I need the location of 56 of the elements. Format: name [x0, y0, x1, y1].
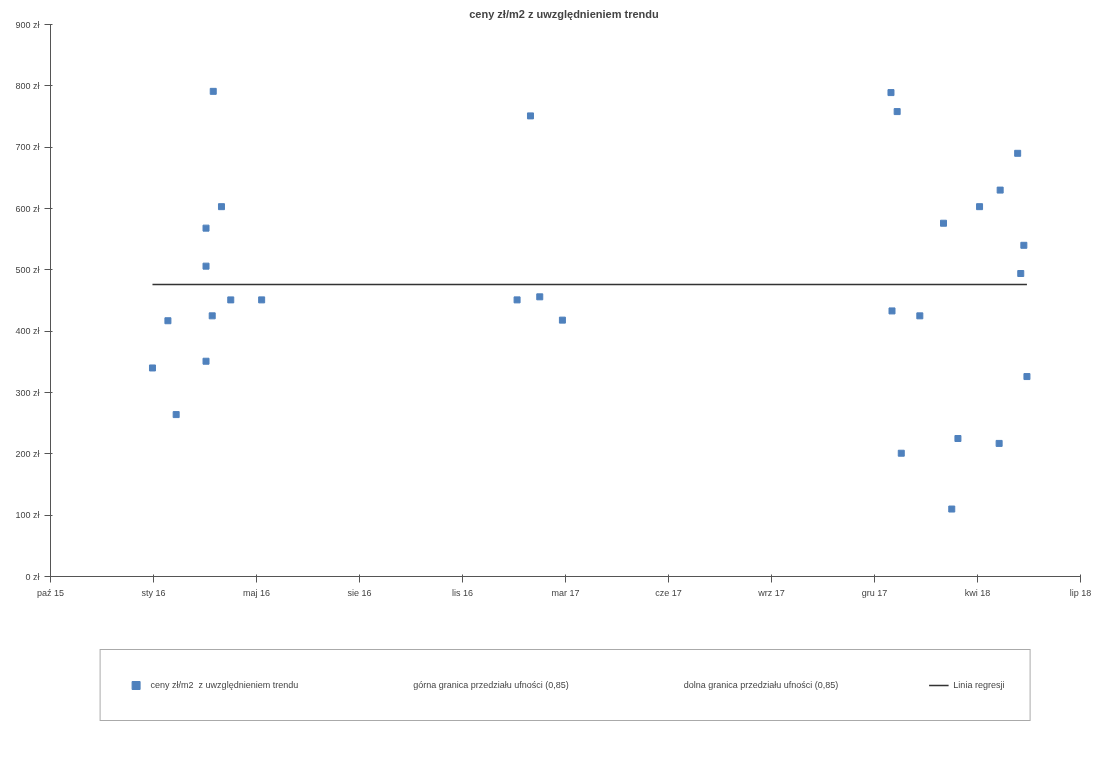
point — [202, 262, 210, 270]
point — [558, 316, 566, 324]
text: dolna granica przedziału ufności (0,85) — [683, 680, 839, 690]
y-tick-label: 300 zł — [15, 387, 40, 398]
legend-label: Linia regresji — [953, 680, 1005, 690]
point — [202, 224, 210, 232]
y-tick-label: 800 zł — [15, 80, 40, 91]
point — [208, 312, 216, 320]
point — [888, 307, 896, 315]
x-tick-label: sie 16 — [347, 587, 372, 598]
x-tick-label: maj 16 — [242, 587, 271, 598]
point — [513, 296, 521, 304]
y-tick-label: 700 zł — [15, 142, 40, 153]
legend-label: ceny zł/m2 z uwzględnieniem trendu — [150, 680, 299, 690]
point — [217, 203, 225, 211]
y-tick-label: 0 zł — [25, 571, 40, 582]
point — [536, 293, 544, 301]
point — [1017, 270, 1025, 278]
point — [526, 112, 534, 120]
y-tick-label: 200 zł — [15, 448, 40, 459]
y-tick-label: 400 zł — [15, 326, 40, 337]
x-tick-label: kwi 18 — [964, 587, 991, 598]
point — [887, 89, 895, 97]
x-tick-label: paź 15 — [36, 587, 65, 598]
y-tick-label: 900 zł — [15, 19, 40, 30]
x-tick-label: cze 17 — [655, 587, 682, 598]
point — [996, 186, 1004, 194]
point — [995, 439, 1003, 447]
x-tick-label: gru 17 — [861, 587, 888, 598]
point — [202, 357, 210, 365]
y-tick-label: 600 zł — [15, 203, 40, 214]
point — [209, 87, 217, 95]
y-tick-label: 100 zł — [15, 510, 40, 521]
point — [976, 203, 984, 211]
point — [148, 364, 156, 372]
chart-title: ceny zł/m2 z uwzględnieniem trendu — [469, 7, 659, 20]
x-tick-label: lis 16 — [451, 587, 474, 598]
x-tick-label: wrz 17 — [757, 587, 785, 598]
point — [227, 296, 235, 304]
point — [954, 435, 962, 442]
point — [1014, 149, 1022, 157]
point — [897, 449, 905, 457]
point — [940, 219, 948, 227]
point — [172, 411, 180, 419]
point — [258, 296, 266, 304]
x-tick-label: lip 18 — [1069, 587, 1092, 598]
point — [893, 108, 901, 116]
x-tick-label: sty 16 — [141, 587, 166, 598]
point — [916, 312, 924, 320]
point — [164, 317, 172, 325]
point — [1020, 241, 1028, 249]
y-tick-label: 500 zł — [15, 264, 40, 275]
x-tick-label: mar 17 — [551, 587, 580, 598]
point — [948, 505, 956, 513]
text: górna granica przedziału ufności (0,85) — [413, 680, 569, 690]
point — [1023, 373, 1031, 381]
